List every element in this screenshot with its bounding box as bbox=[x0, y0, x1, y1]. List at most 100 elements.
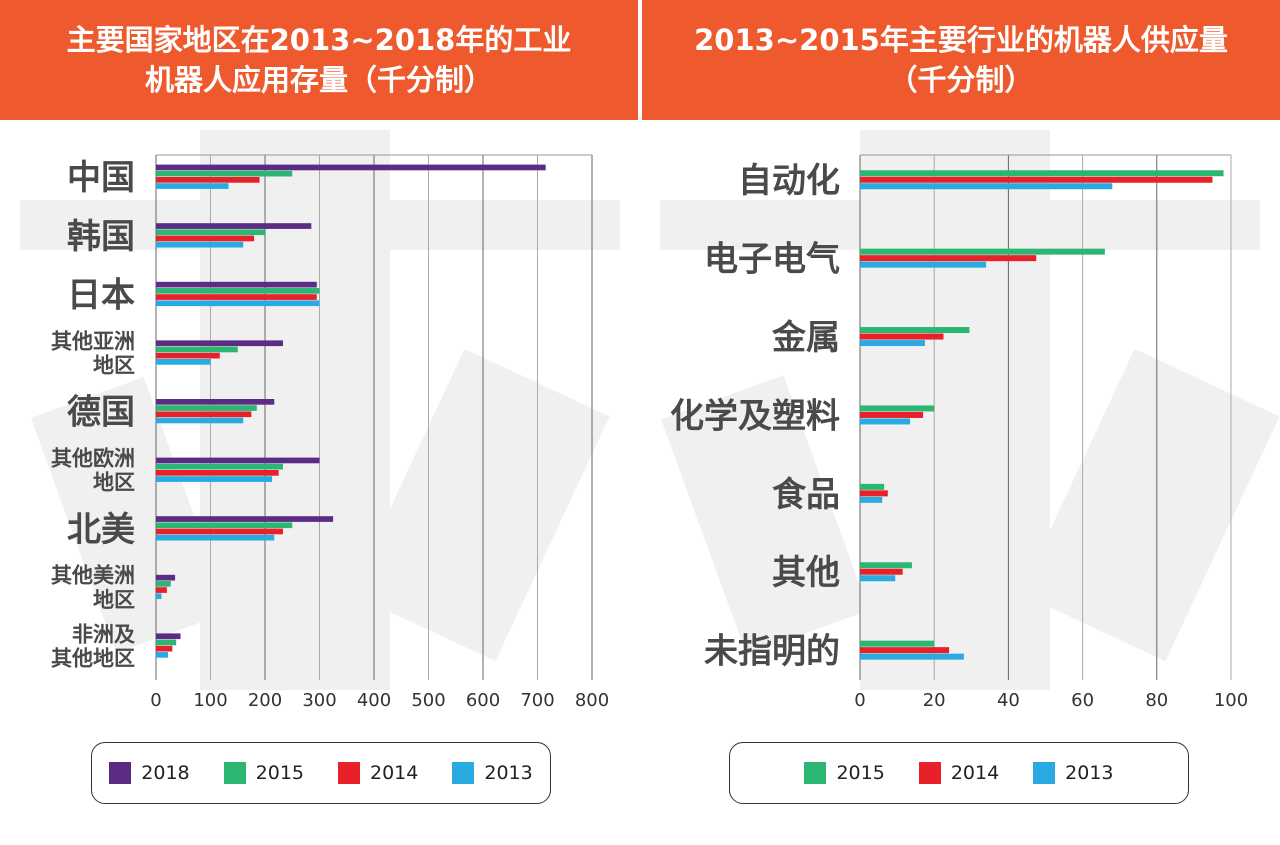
right-bar-2015 bbox=[860, 248, 1105, 255]
left-category-label: 其他美洲 bbox=[51, 564, 135, 588]
right-bar-2014 bbox=[860, 333, 944, 340]
left-bar-2014 bbox=[156, 528, 283, 535]
left-legend-item-2015: 2015 bbox=[223, 762, 304, 784]
left-legend-label: 2013 bbox=[484, 762, 533, 784]
left-bar-2013 bbox=[156, 417, 244, 424]
right-category-label: 食品 bbox=[772, 475, 840, 515]
left-bar-2018 bbox=[156, 574, 176, 581]
left-bar-2018 bbox=[156, 399, 275, 405]
left-bar-2018 bbox=[156, 223, 312, 229]
left-category-label: 其他欧洲 bbox=[51, 446, 135, 470]
right-x-tick-label: 20 bbox=[923, 690, 946, 711]
left-bar-2018 bbox=[156, 516, 334, 522]
left-bar-2014 bbox=[156, 352, 220, 359]
left-bar-2015 bbox=[156, 346, 238, 353]
left-x-tick-label: 300 bbox=[302, 690, 336, 711]
right-category-label: 自动化 bbox=[738, 161, 840, 201]
right-x-tick-label: 60 bbox=[1071, 690, 1094, 711]
left-title-line-2: 机器人应用存量（千分制） bbox=[144, 63, 493, 97]
left-bar-2013 bbox=[156, 652, 168, 658]
left-legend: 2018 2015 2014 2013 bbox=[91, 742, 551, 804]
left-category-label: 地区 bbox=[93, 588, 135, 612]
left-category-label: 中国 bbox=[67, 158, 135, 198]
left-x-tick-label: 600 bbox=[466, 690, 500, 711]
right-legend-item-2014: 2014 bbox=[918, 762, 1000, 784]
right-bar-2013 bbox=[860, 418, 911, 425]
left-legend-item-2018: 2018 bbox=[109, 762, 190, 784]
right-bar-2013 bbox=[860, 496, 883, 503]
left-bar-2014 bbox=[156, 235, 255, 242]
left-title-line-1: 主要国家地区在2013~2018年的工业 bbox=[66, 23, 572, 57]
right-title-line-2: （千分制） bbox=[888, 63, 1034, 97]
right-bar-2015 bbox=[860, 405, 935, 412]
left-bar-2014 bbox=[156, 470, 279, 476]
right-chart-title: 2013~2015年主要行业的机器人供应量 （千分制） bbox=[642, 0, 1280, 120]
left-bar-2013 bbox=[156, 593, 162, 600]
left-legend-swatch bbox=[109, 762, 132, 784]
right-bar-2014 bbox=[860, 490, 888, 497]
right-category-label: 化学及塑料 bbox=[670, 396, 840, 436]
left-category-label: 其他地区 bbox=[51, 646, 135, 670]
right-bar-2013 bbox=[860, 183, 1113, 190]
right-legend-swatch bbox=[804, 762, 827, 784]
left-x-tick-label: 500 bbox=[411, 690, 445, 711]
right-bar-2013 bbox=[860, 261, 987, 268]
left-category-label: 地区 bbox=[93, 471, 135, 495]
right-category-label: 金属 bbox=[771, 318, 840, 358]
right-category-label: 未指明的 bbox=[704, 632, 840, 672]
left-category-label: 日本 bbox=[67, 275, 135, 315]
left-legend-label: 2015 bbox=[255, 762, 304, 784]
left-category-label: 其他亚洲 bbox=[51, 329, 135, 353]
left-bar-2013 bbox=[156, 300, 320, 307]
left-bar-2014 bbox=[156, 645, 173, 652]
right-bar-2014 bbox=[860, 255, 1037, 262]
left-legend-label: 2014 bbox=[370, 762, 419, 784]
left-x-tick-label: 100 bbox=[193, 690, 227, 711]
right-legend-label: 2015 bbox=[836, 762, 885, 784]
right-category-label: 其他 bbox=[772, 553, 840, 593]
left-bar-2015 bbox=[156, 405, 257, 411]
left-bar-2015 bbox=[156, 288, 320, 294]
left-bar-2013 bbox=[156, 359, 211, 365]
left-category-label: 地区 bbox=[93, 353, 135, 377]
right-legend-item-2013: 2013 bbox=[1033, 762, 1114, 784]
right-bar-2015 bbox=[860, 327, 970, 334]
right-bar-2015 bbox=[860, 640, 935, 647]
right-title-line-1: 2013~2015年主要行业的机器人供应量 bbox=[694, 23, 1228, 57]
right-bar-2015 bbox=[860, 562, 912, 569]
left-bar-2013 bbox=[156, 183, 229, 189]
left-bar-2015 bbox=[156, 581, 171, 587]
left-bar-chart: 0 100 200 300 400 500 600 700 800中国韩国日本其他亚洲地区德国其… bbox=[51, 154, 609, 711]
left-bar-2018 bbox=[156, 340, 283, 347]
left-bar-2015 bbox=[156, 522, 293, 529]
right-bar-2013 bbox=[860, 575, 896, 582]
right-bar-2013 bbox=[860, 340, 925, 347]
right-legend-label: 2013 bbox=[1065, 762, 1114, 784]
left-legend-swatch bbox=[338, 762, 360, 784]
left-bar-2014 bbox=[156, 294, 317, 300]
right-category-label: 电子电气 bbox=[704, 240, 840, 280]
left-bar-2015 bbox=[156, 170, 293, 177]
left-category-label: 北美 bbox=[67, 510, 135, 550]
left-bar-2013 bbox=[156, 476, 273, 482]
right-legend-label: 2014 bbox=[950, 762, 1000, 784]
right-legend-swatch bbox=[918, 762, 941, 784]
left-bar-2013 bbox=[156, 241, 244, 248]
left-bar-2014 bbox=[156, 177, 260, 183]
right-bar-2015 bbox=[860, 483, 885, 490]
left-bar-2018 bbox=[156, 281, 317, 288]
left-bar-2018 bbox=[156, 633, 181, 640]
right-bar-2014 bbox=[860, 176, 1213, 183]
watermark-logo bbox=[20, 130, 1280, 690]
right-bar-2014 bbox=[860, 411, 924, 418]
left-category-label: 韩国 bbox=[67, 217, 135, 257]
left-legend-item-2014: 2014 bbox=[338, 762, 418, 784]
left-x-tick-label: 0 bbox=[150, 690, 161, 711]
right-bar-2014 bbox=[860, 647, 950, 654]
right-legend-item-2015: 2015 bbox=[804, 762, 885, 784]
left-legend-swatch bbox=[452, 762, 475, 784]
left-category-label: 德国 bbox=[67, 393, 135, 433]
right-x-tick-label: 40 bbox=[997, 690, 1020, 711]
